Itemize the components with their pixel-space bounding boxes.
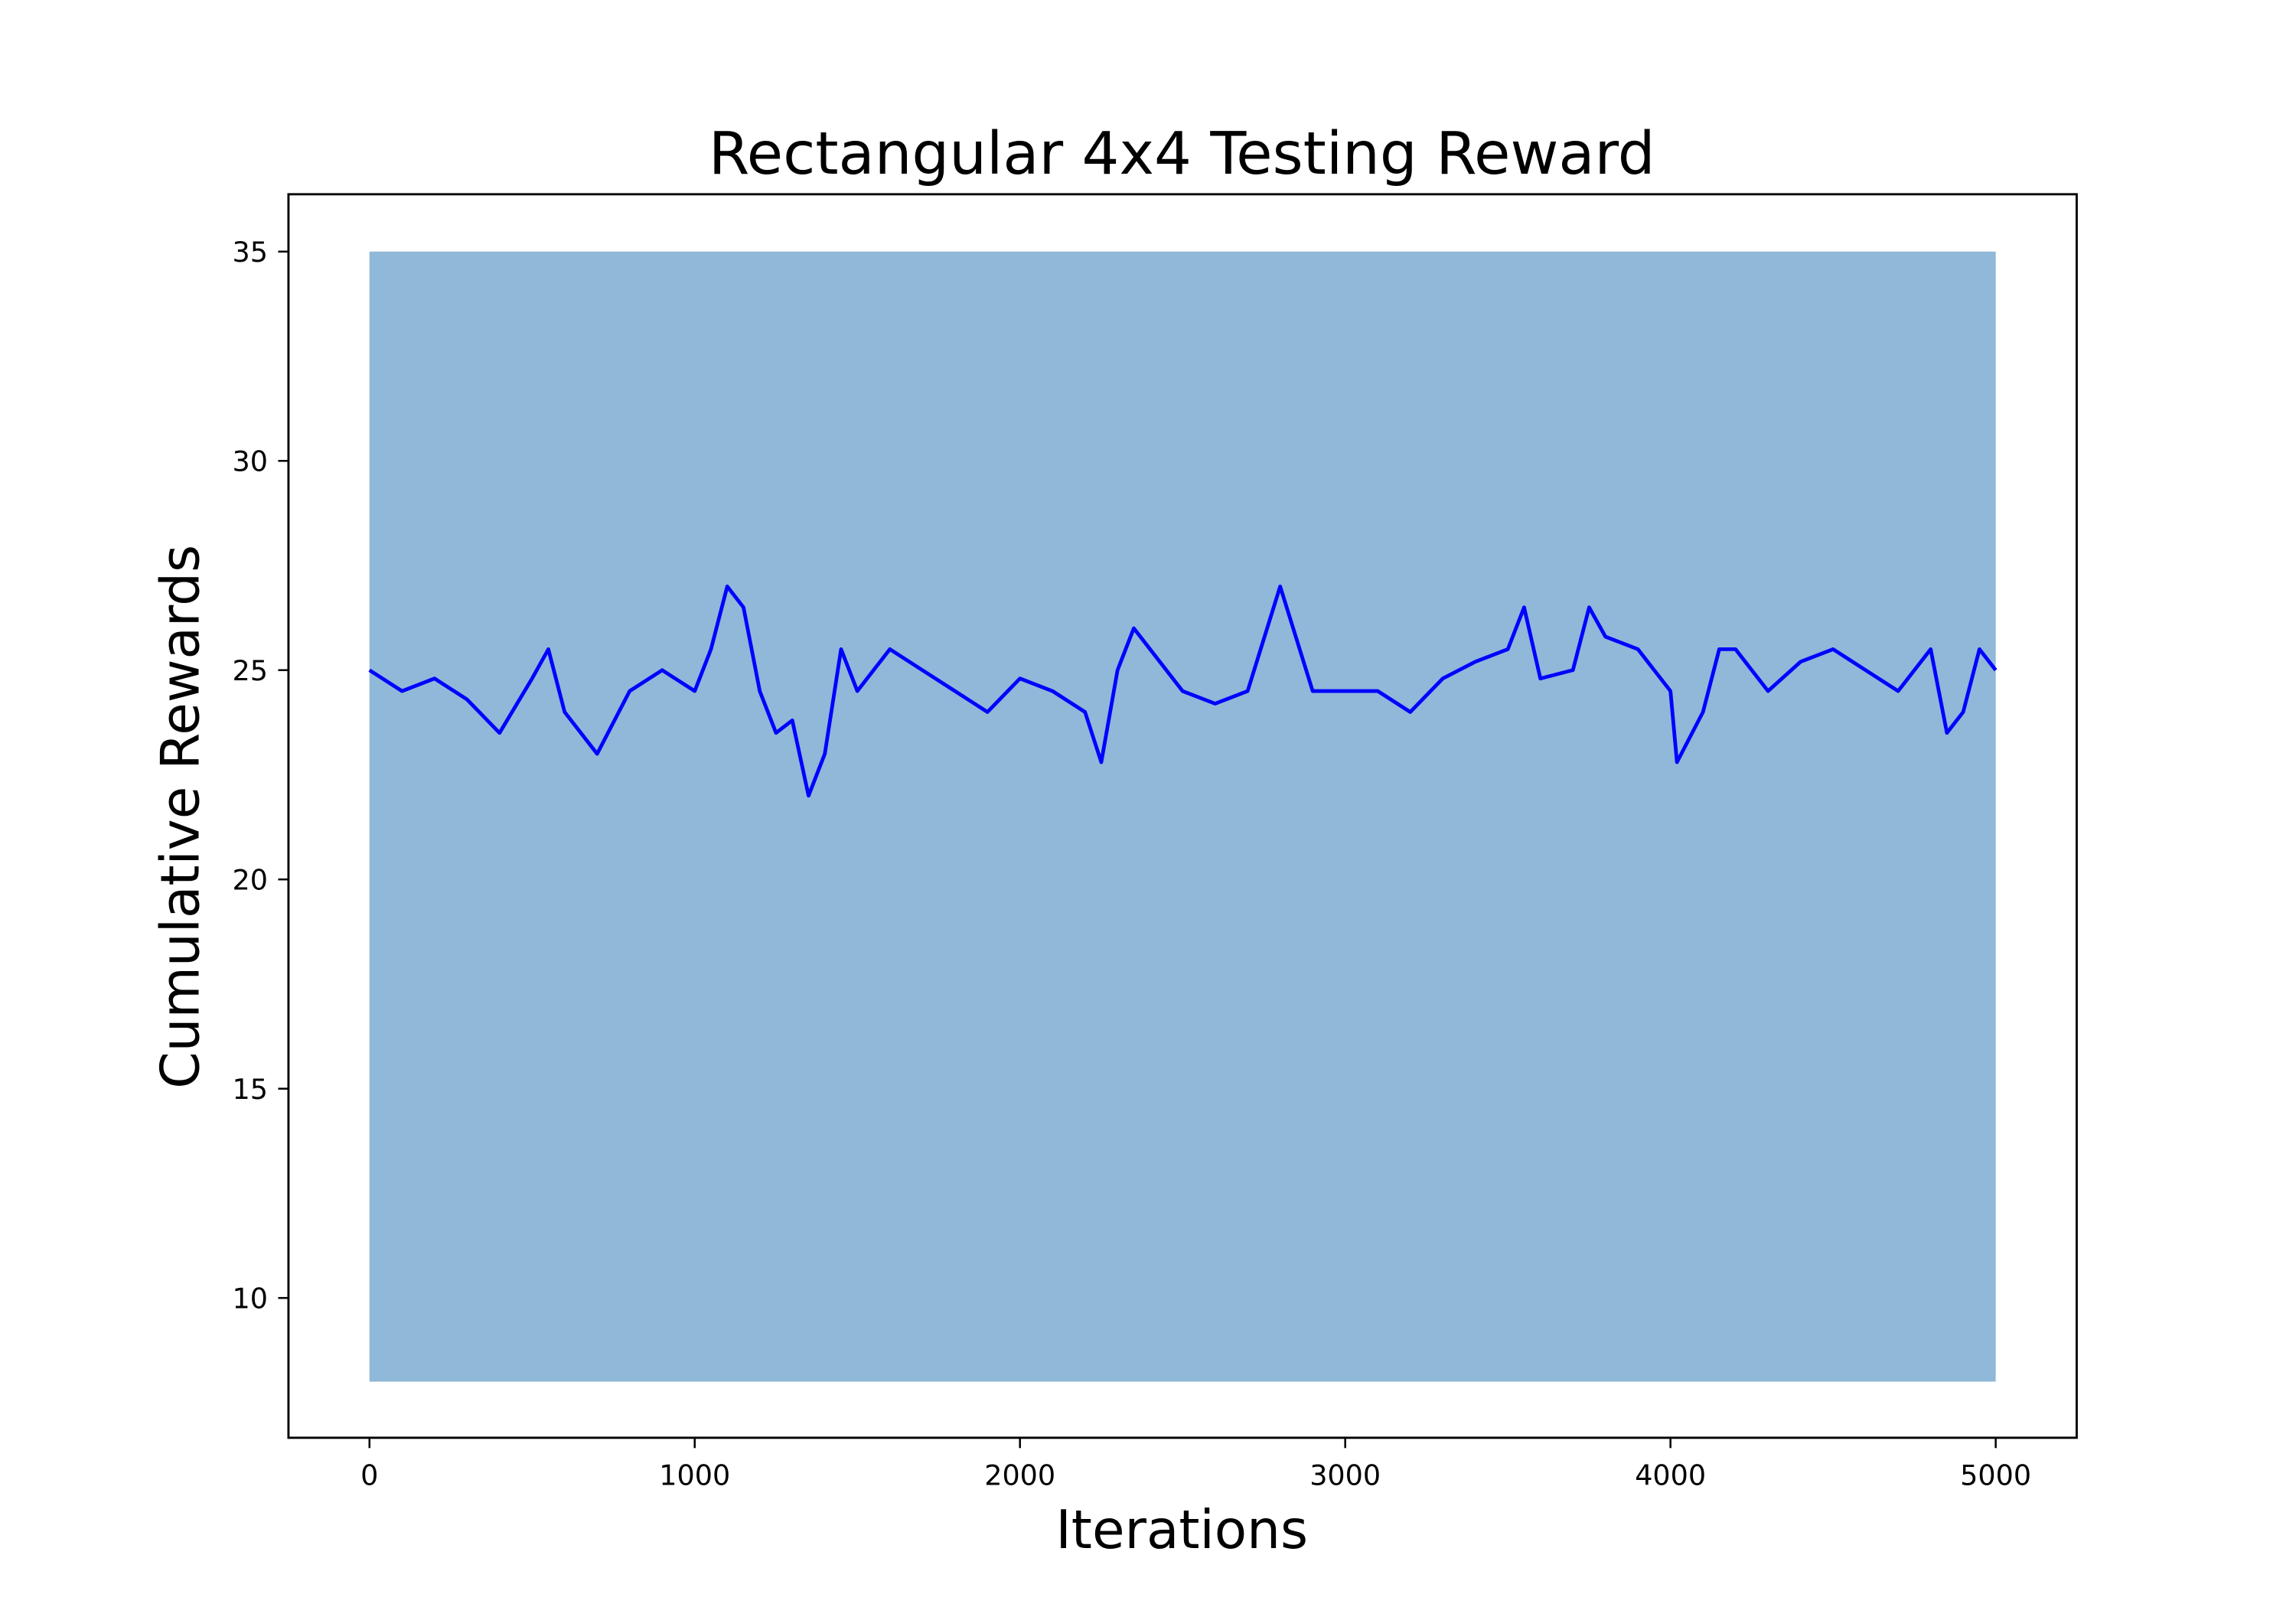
- y-tick-label: 15: [233, 1073, 268, 1106]
- chart-title: Rectangular 4x4 Testing Reward: [709, 120, 1655, 188]
- y-tick-label: 20: [233, 864, 268, 897]
- data-line: [368, 584, 1998, 798]
- x-tick-label: 4000: [1635, 1459, 1706, 1491]
- band-area: [369, 251, 1996, 1382]
- x-tick-label: 3000: [1309, 1459, 1381, 1491]
- x-tick-label: 5000: [1960, 1459, 2031, 1491]
- x-tick-label: 2000: [984, 1459, 1055, 1491]
- y-tick-label: 25: [233, 654, 268, 687]
- x-tick-label: 0: [360, 1459, 378, 1491]
- y-tick-label: 10: [233, 1283, 268, 1315]
- x-tick-label: 1000: [659, 1459, 730, 1491]
- y-axis-label: Cumulative Rewards: [151, 545, 212, 1089]
- plot-frame: [287, 193, 2078, 1439]
- y-tick-label: 30: [233, 445, 268, 478]
- x-axis-label: Iterations: [1055, 1500, 1308, 1561]
- y-tick-label: 35: [233, 236, 268, 269]
